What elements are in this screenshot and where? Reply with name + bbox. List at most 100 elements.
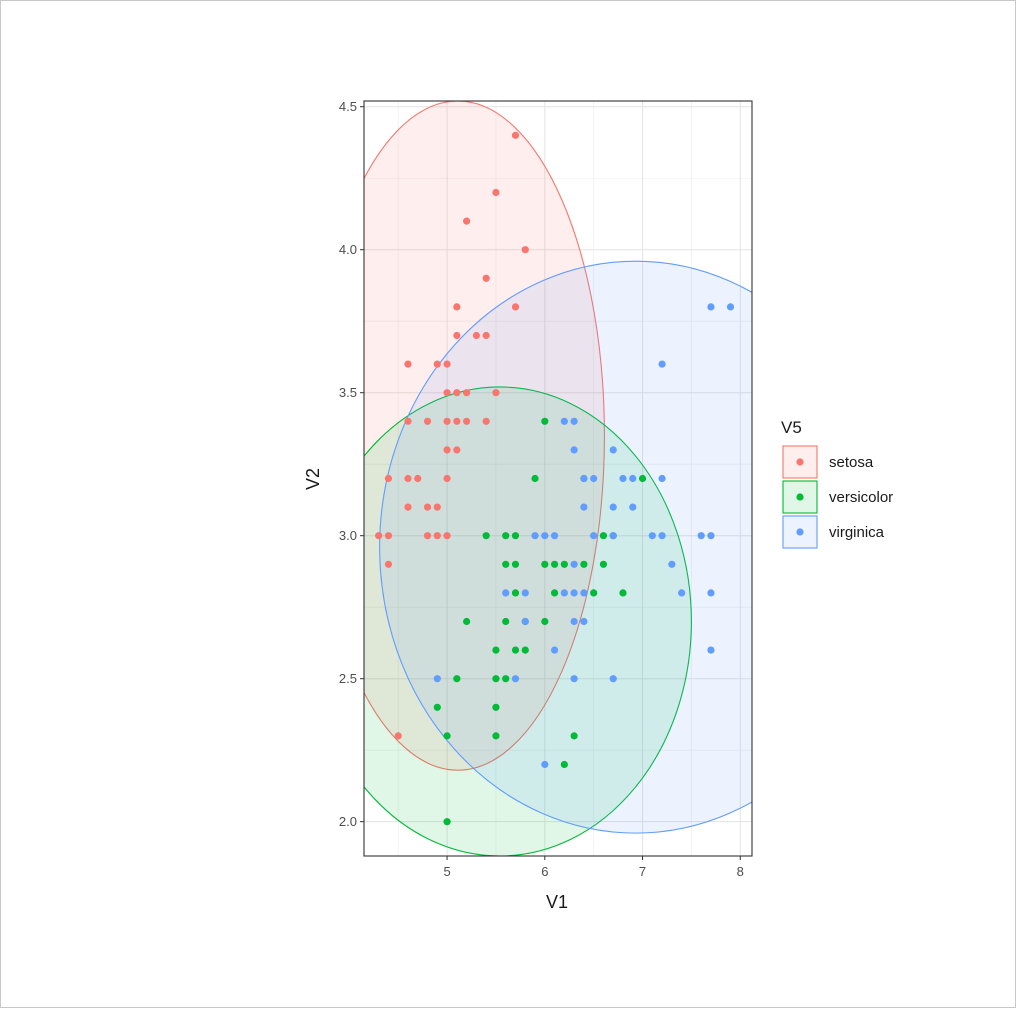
panel-background [364, 101, 752, 856]
virginica-point [580, 589, 588, 597]
x-axis-title: V1 [546, 892, 568, 912]
versicolor-point [492, 703, 500, 711]
versicolor-point [502, 560, 510, 568]
setosa-point [433, 503, 441, 511]
virginica-point [609, 503, 617, 511]
setosa-point [404, 474, 412, 483]
legend-label-versicolor: versicolor [829, 489, 893, 506]
setosa-point [453, 303, 461, 311]
legend-item-versicolor: versicolor [782, 480, 893, 514]
setosa-point [443, 474, 451, 483]
versicolor-point [560, 760, 568, 769]
setosa-point [463, 389, 471, 397]
panel-content [364, 101, 752, 856]
x-tick-label: 5 [443, 864, 450, 879]
virginica-point [707, 303, 715, 311]
setosa-point [433, 532, 441, 540]
virginica-point [707, 589, 715, 597]
virginica-point [580, 617, 588, 626]
setosa-point [463, 217, 471, 225]
y-axis: 2.0 2.5 3.0 3.5 4.0 4.5 [339, 99, 364, 829]
virginica-point [570, 675, 578, 683]
virginica-point [707, 646, 715, 654]
versicolor-point [580, 560, 588, 568]
y-tick-label: 3.5 [339, 385, 357, 400]
legend-title: V5 [781, 418, 802, 437]
setosa-point [453, 331, 461, 340]
setosa-point [423, 532, 432, 540]
virginica-point [658, 532, 666, 540]
virginica-point [726, 303, 735, 311]
versicolor-point [502, 532, 510, 540]
setosa-point [443, 417, 451, 425]
virginica-point [580, 503, 588, 511]
versicolor-point [541, 617, 549, 626]
versicolor-point [492, 732, 500, 740]
versicolor-point [521, 646, 529, 654]
virginica-point [619, 474, 627, 483]
setosa-point [404, 360, 412, 368]
versicolor-point [541, 560, 549, 568]
versicolor-point [619, 589, 627, 597]
plot-panel [363, 100, 753, 857]
legend: V5 setosa versicolor virginica [781, 418, 893, 549]
virginica-point [609, 675, 617, 683]
virginica-point [570, 560, 578, 568]
virginica-point [658, 474, 666, 483]
x-tick-label: 6 [541, 864, 548, 879]
setosa-ellipse [364, 101, 605, 771]
versicolor-point [511, 646, 520, 654]
y-tick-label: 2.5 [339, 671, 357, 686]
setosa-point [384, 532, 393, 540]
legend-point-setosa [796, 458, 804, 466]
panel-border [363, 100, 753, 857]
setosa-point [453, 446, 461, 454]
setosa-point [404, 503, 412, 511]
setosa-point [443, 389, 451, 397]
setosa-point [453, 417, 461, 425]
virginica-point [678, 589, 686, 597]
setosa-point [423, 503, 432, 511]
virginica-point [550, 532, 559, 540]
x-tick-label: 8 [737, 864, 744, 879]
setosa-point [404, 417, 412, 425]
legend-item-virginica: virginica [782, 515, 885, 549]
setosa-point [414, 474, 422, 483]
setosa-point [433, 360, 441, 368]
virginica-point [433, 675, 441, 683]
versicolor-point [492, 675, 500, 683]
setosa-point [423, 417, 432, 425]
setosa-point [492, 389, 500, 397]
setosa-point [511, 303, 520, 311]
virginica-point [668, 560, 676, 568]
y-tick-label: 3.0 [339, 528, 357, 543]
x-axis: 5 6 7 8 [443, 856, 744, 879]
virginica-point [609, 446, 617, 454]
virginica-point [560, 589, 568, 597]
virginica-point [707, 532, 715, 540]
setosa-point [482, 274, 490, 282]
setosa-point [384, 560, 393, 568]
versicolor-point [502, 675, 510, 683]
versicolor-point [492, 646, 500, 654]
setosa-point [443, 532, 451, 540]
y-axis-title: V2 [303, 468, 323, 490]
y-tick-label: 2.0 [339, 814, 357, 829]
setosa-point [472, 331, 480, 340]
virginica-point [570, 617, 578, 626]
versicolor-point [599, 532, 608, 540]
versicolor-point [443, 732, 451, 740]
virginica-point [629, 474, 637, 483]
setosa-point [394, 732, 402, 740]
legend-point-versicolor [796, 493, 804, 501]
virginica-point [609, 532, 617, 540]
versicolor-point [541, 417, 549, 425]
setosa-point [384, 474, 393, 483]
versicolor-point [443, 818, 451, 826]
virginica-point [560, 417, 568, 425]
virginica-point [580, 474, 588, 483]
virginica-point [658, 360, 666, 368]
setosa-point [521, 246, 529, 254]
versicolor-point [511, 560, 520, 568]
virginica-point [570, 446, 578, 454]
